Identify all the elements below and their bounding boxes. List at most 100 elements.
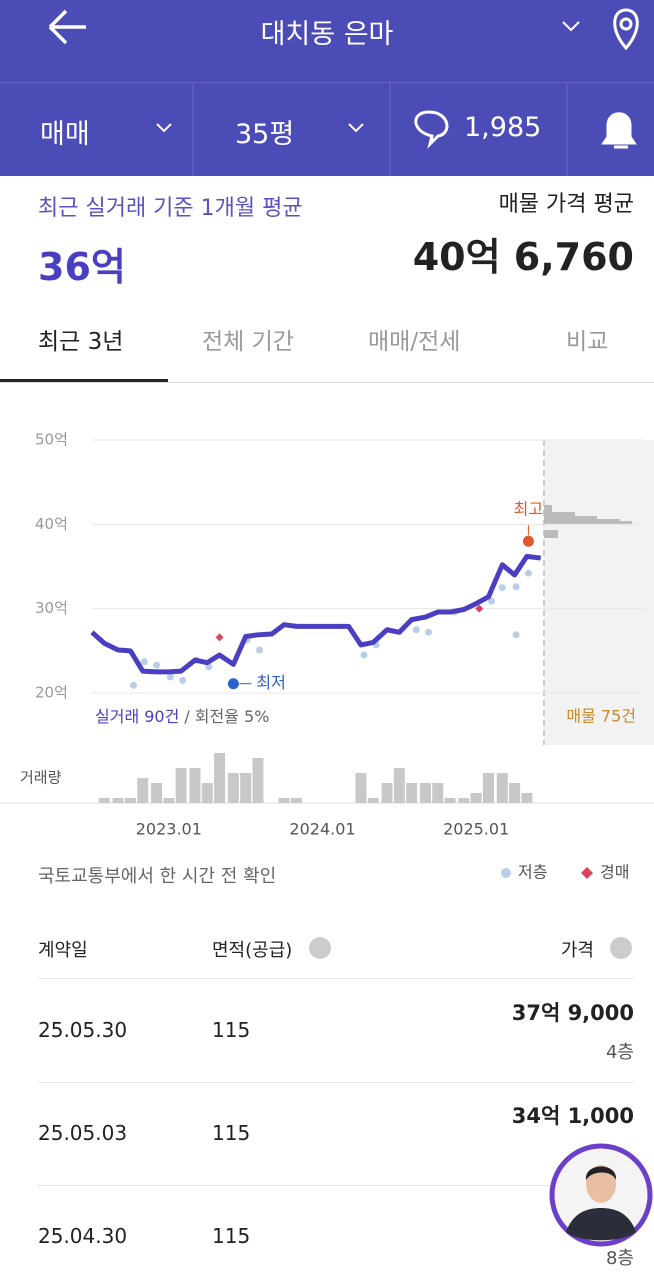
- volume-label: 거래량: [20, 769, 62, 787]
- volume-bar: [367, 798, 379, 803]
- y-tick-label: 30억: [35, 599, 68, 617]
- help-icon[interactable]: [309, 937, 331, 959]
- trade-dot: [360, 651, 368, 659]
- volume-bar: [432, 783, 444, 803]
- volume-bar: [496, 773, 508, 803]
- volume-bar: [458, 798, 470, 803]
- area: 115: [212, 1018, 251, 1042]
- legend-label: 경매: [600, 863, 629, 882]
- legend-label: 저층: [518, 863, 547, 882]
- trade-dot: [498, 584, 506, 592]
- trade-dot: [425, 628, 433, 636]
- high-mark: [522, 535, 534, 547]
- trade-dot: [512, 583, 520, 591]
- avatar-face: [586, 1165, 616, 1203]
- volume-bar: [98, 798, 110, 803]
- low-label: 최저: [256, 673, 285, 692]
- volume-bar: [290, 798, 302, 803]
- high-label: 최고: [514, 500, 543, 519]
- volume-bar: [381, 783, 393, 803]
- area: 115: [212, 1121, 251, 1145]
- turnover: / 회전율 5%: [184, 707, 269, 726]
- top-bar: [0, 0, 654, 176]
- trades-label: 실거래 90건 / 회전율 5%: [95, 707, 269, 726]
- pin-dot: [619, 17, 633, 31]
- divider: [38, 978, 634, 979]
- column-header: 계약일: [38, 940, 88, 961]
- volume-bar: [278, 798, 290, 803]
- trade-dot: [153, 661, 161, 669]
- bell-icon[interactable]: [601, 112, 637, 149]
- volume-bar: [482, 773, 494, 803]
- area: 115: [212, 1224, 251, 1248]
- listing-label: 매물 가격 평균: [498, 192, 634, 217]
- trade-dot: [205, 663, 213, 671]
- avatar[interactable]: [548, 1142, 654, 1248]
- volume-bar: [521, 793, 533, 803]
- x-tick-label: 2023.01: [136, 820, 202, 839]
- trade-dot: [243, 636, 251, 644]
- column-header: 가격: [560, 940, 594, 961]
- contract-date: 25.05.30: [38, 1018, 128, 1042]
- chevron[interactable]: [348, 123, 364, 133]
- y-tick-label: 50억: [35, 431, 68, 449]
- volume-bar: [355, 773, 367, 803]
- divider: [38, 1082, 634, 1083]
- trade-dot: [255, 646, 263, 654]
- tab[interactable]: 최근 3년: [38, 329, 124, 355]
- chevron[interactable]: [156, 123, 172, 133]
- trade-dot: [179, 676, 187, 684]
- recent-label: 최근 실거래 기준 1개월 평균: [38, 196, 303, 221]
- volume-bar: [470, 793, 482, 803]
- trade-filter[interactable]: 매매: [40, 119, 90, 150]
- volume-bar: [137, 778, 149, 803]
- x-tick-label: 2024.01: [289, 820, 355, 839]
- recent-value: 36억: [38, 245, 126, 289]
- pin-icon[interactable]: [613, 8, 639, 51]
- price: 37억 9,000: [511, 1001, 634, 1025]
- column-header: 면적(공급): [212, 940, 293, 961]
- volume-bar: [189, 768, 201, 803]
- trade-dot: [488, 597, 496, 605]
- trade-dot: [412, 626, 420, 634]
- tab[interactable]: 비교: [566, 329, 609, 355]
- chevron[interactable]: [562, 21, 580, 32]
- listing-area: [544, 440, 654, 745]
- trade-dot: [192, 656, 200, 664]
- tab[interactable]: 전체 기간: [202, 329, 294, 355]
- help-icon[interactable]: [610, 937, 632, 959]
- comment-icon[interactable]: [414, 110, 449, 149]
- comment-count[interactable]: 1,985: [464, 112, 542, 143]
- y-tick-label: 20억: [35, 684, 68, 702]
- source-note: 국토교통부에서 한 시간 전 확인: [38, 866, 277, 887]
- volume-bar: [112, 798, 124, 803]
- divider: [38, 1185, 634, 1186]
- trade-dot: [372, 641, 380, 649]
- volume-bar: [393, 768, 405, 803]
- back-icon[interactable]: [48, 9, 86, 45]
- floor: 8층: [605, 1248, 634, 1269]
- volume-bar: [509, 783, 521, 803]
- trade-dot: [451, 608, 459, 616]
- size-filter[interactable]: 35평: [235, 119, 295, 150]
- trade-dot: [166, 673, 174, 681]
- legend-dot: [501, 868, 511, 878]
- volume-bar: [419, 783, 431, 803]
- trade-dot: [140, 658, 148, 666]
- avatar-body: [566, 1208, 636, 1241]
- y-tick-label: 40억: [35, 515, 68, 533]
- avatar-hair: [585, 1166, 617, 1180]
- divider: [0, 82, 654, 83]
- trade-dot: [524, 569, 532, 577]
- listing-value: 40억 6,760: [412, 235, 634, 279]
- volume-bar: [175, 768, 187, 803]
- tab[interactable]: 매매/전세: [368, 329, 461, 355]
- volume-bar: [444, 798, 456, 803]
- volume-bar: [406, 783, 418, 803]
- volume-bar: [124, 798, 136, 803]
- auction-mark: [475, 604, 484, 613]
- tab-indicator: [0, 379, 168, 382]
- trade-dot: [512, 631, 520, 639]
- price-line: [90, 553, 542, 675]
